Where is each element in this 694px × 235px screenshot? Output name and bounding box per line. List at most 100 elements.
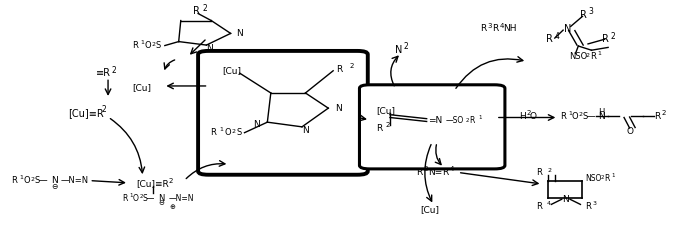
- Text: [Cu]≡R: [Cu]≡R: [69, 108, 104, 118]
- Text: R: R: [590, 52, 596, 61]
- Text: 4: 4: [547, 201, 551, 206]
- Text: N: N: [236, 29, 243, 38]
- Text: 2: 2: [169, 178, 174, 184]
- Text: O: O: [626, 127, 633, 136]
- Text: R: R: [585, 202, 591, 211]
- Text: 2: 2: [610, 32, 615, 41]
- Text: 2: 2: [231, 129, 235, 134]
- Text: 2: 2: [31, 177, 35, 182]
- Text: 1: 1: [141, 40, 144, 45]
- Text: [Cu]: [Cu]: [133, 83, 151, 92]
- Text: ⊖: ⊖: [51, 182, 58, 191]
- Text: —N=N: —N=N: [61, 176, 89, 185]
- Text: R: R: [122, 194, 127, 203]
- Text: R: R: [492, 24, 498, 33]
- Text: N: N: [335, 104, 342, 113]
- Text: 2: 2: [586, 53, 590, 58]
- Text: R: R: [193, 6, 200, 16]
- Text: 2: 2: [386, 122, 390, 128]
- Text: R: R: [654, 112, 660, 121]
- Text: 2: 2: [600, 175, 604, 180]
- Text: N: N: [396, 45, 403, 55]
- Text: O: O: [145, 41, 151, 50]
- Text: 4: 4: [450, 166, 454, 172]
- Text: S—: S—: [35, 176, 49, 185]
- Text: 3: 3: [424, 166, 428, 172]
- Text: N: N: [51, 176, 58, 185]
- Text: 2: 2: [548, 168, 552, 172]
- Text: O: O: [224, 128, 231, 137]
- Text: R: R: [602, 34, 609, 44]
- Text: R: R: [416, 168, 423, 177]
- Text: 1: 1: [478, 115, 482, 120]
- Text: R: R: [560, 112, 566, 121]
- Text: [Cu]: [Cu]: [222, 66, 242, 75]
- Text: 2: 2: [203, 4, 208, 13]
- Text: 1: 1: [19, 175, 24, 180]
- Text: R: R: [210, 128, 216, 137]
- Text: [Cu]: [Cu]: [376, 106, 395, 115]
- Text: NSO: NSO: [568, 52, 587, 61]
- Text: 3: 3: [588, 7, 593, 16]
- Text: 2: 2: [139, 194, 143, 200]
- Text: 2: 2: [578, 112, 582, 118]
- Text: R: R: [133, 41, 138, 50]
- Text: 2: 2: [152, 42, 155, 47]
- Text: =N: =N: [428, 116, 442, 125]
- Text: R: R: [337, 65, 343, 74]
- Text: 2: 2: [404, 42, 409, 51]
- Text: 3: 3: [488, 23, 492, 29]
- Text: N: N: [253, 120, 260, 129]
- Text: R: R: [579, 10, 586, 20]
- Text: N: N: [302, 126, 309, 135]
- Text: [Cu]≡R: [Cu]≡R: [136, 180, 169, 188]
- Text: 3: 3: [593, 201, 597, 206]
- Text: 1: 1: [568, 111, 572, 116]
- Text: 4: 4: [555, 32, 559, 41]
- Text: R: R: [536, 202, 542, 211]
- Text: 2: 2: [466, 118, 469, 123]
- Text: 1: 1: [597, 51, 601, 56]
- Text: 2: 2: [661, 110, 666, 116]
- Text: 4: 4: [500, 23, 504, 29]
- Text: 2: 2: [112, 66, 117, 74]
- Text: 1: 1: [219, 127, 223, 132]
- Text: R: R: [442, 168, 448, 177]
- Text: R: R: [536, 168, 542, 177]
- Text: S—: S—: [582, 112, 596, 121]
- Text: R: R: [376, 124, 382, 133]
- Text: H: H: [598, 108, 604, 117]
- Text: R: R: [546, 34, 553, 44]
- Text: R: R: [11, 176, 17, 185]
- Text: R: R: [604, 174, 610, 183]
- Text: —N=N: —N=N: [169, 194, 194, 203]
- Text: O: O: [571, 112, 578, 121]
- Text: NH: NH: [504, 24, 517, 33]
- Text: R: R: [470, 116, 475, 125]
- Text: N=: N=: [428, 168, 442, 177]
- Text: ⊖: ⊖: [159, 200, 164, 206]
- Text: N: N: [564, 24, 571, 34]
- Text: N: N: [159, 194, 165, 203]
- Text: R: R: [480, 24, 486, 33]
- Text: S: S: [236, 128, 242, 137]
- Text: N: N: [598, 112, 604, 121]
- Text: NSO: NSO: [585, 174, 602, 183]
- FancyBboxPatch shape: [198, 51, 368, 175]
- Text: 2: 2: [101, 105, 106, 114]
- Text: N: N: [562, 195, 568, 204]
- Text: 2: 2: [526, 110, 531, 116]
- Text: O: O: [530, 112, 537, 121]
- Text: O: O: [24, 176, 30, 185]
- Text: ⊕: ⊕: [169, 204, 175, 210]
- Text: —SO: —SO: [446, 116, 464, 125]
- Text: O: O: [133, 194, 139, 203]
- Text: S: S: [156, 41, 161, 50]
- Text: 2: 2: [349, 63, 353, 69]
- Text: 1: 1: [130, 193, 133, 198]
- Text: 1: 1: [611, 173, 615, 178]
- Text: ≡R: ≡R: [96, 68, 110, 78]
- FancyBboxPatch shape: [359, 85, 505, 169]
- Text: H: H: [519, 112, 525, 121]
- Text: [Cu]: [Cu]: [421, 205, 439, 214]
